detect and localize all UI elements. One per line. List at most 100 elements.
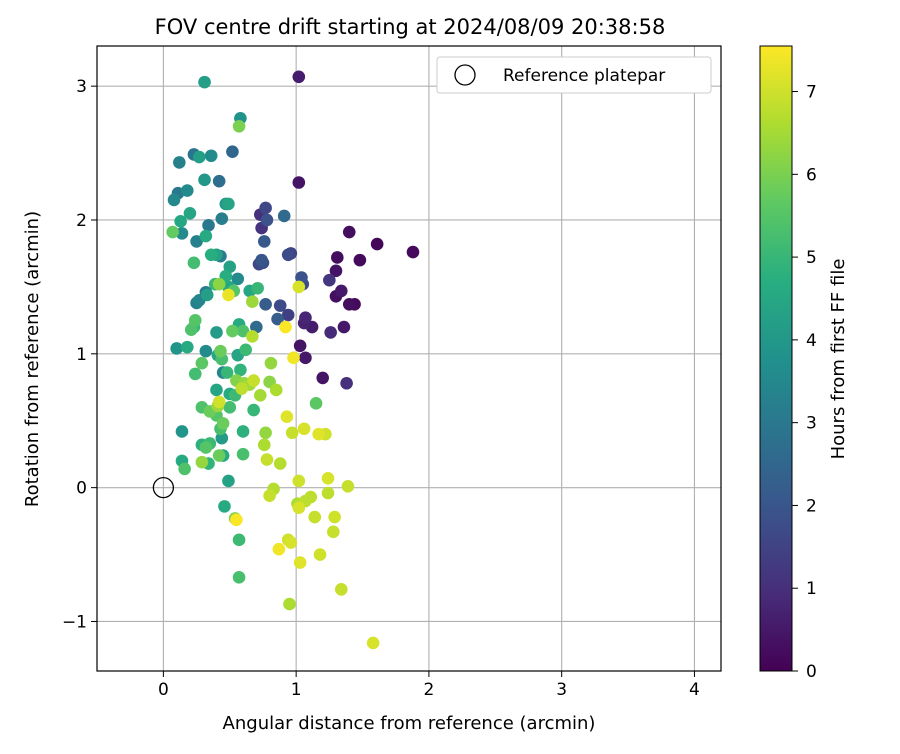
data-point — [279, 320, 292, 334]
data-point — [212, 277, 226, 291]
data-point — [216, 417, 230, 430]
data-point — [195, 455, 209, 469]
data-point — [260, 213, 274, 227]
data-point — [183, 206, 197, 220]
y-axis-ticks: −1 0 1 2 3 — [62, 77, 97, 632]
data-point — [212, 174, 226, 188]
data-point — [174, 215, 187, 228]
data-point — [226, 145, 239, 159]
y-tick-label: 3 — [76, 77, 87, 97]
data-point — [247, 374, 260, 387]
y-tick-label: −1 — [62, 612, 87, 632]
colorbar-tick-label: 0 — [806, 662, 817, 682]
data-point — [246, 330, 259, 343]
x-tick-label: 4 — [689, 680, 700, 700]
legend-label: Reference platepar — [503, 66, 665, 86]
data-point — [187, 256, 201, 270]
data-point — [281, 248, 295, 262]
data-point — [292, 280, 306, 294]
x-tick-label: 3 — [556, 680, 567, 700]
data-point — [370, 237, 384, 251]
data-point — [255, 253, 268, 267]
data-point — [215, 431, 229, 445]
data-point — [234, 363, 247, 377]
data-point — [340, 376, 353, 390]
data-point — [188, 314, 202, 327]
data-point — [236, 447, 250, 461]
data-point — [271, 312, 284, 326]
data-point — [218, 500, 231, 513]
data-point — [232, 571, 246, 584]
data-point — [180, 340, 194, 354]
x-tick-label: 1 — [291, 680, 302, 700]
data-point — [236, 324, 250, 338]
data-point — [281, 308, 295, 322]
data-point — [299, 311, 312, 324]
y-axis-label: Rotation from reference (arcmin) — [22, 211, 43, 507]
data-point — [272, 542, 286, 556]
data-point — [312, 427, 326, 441]
colorbar-tick-label: 1 — [806, 579, 817, 599]
y-tick-label: 2 — [76, 211, 87, 231]
data-point — [334, 284, 348, 298]
data-point — [309, 397, 323, 410]
data-point — [222, 288, 235, 302]
data-point — [308, 510, 322, 524]
data-point — [167, 193, 181, 207]
data-point — [251, 281, 264, 295]
data-point — [210, 383, 223, 397]
data-point — [313, 548, 327, 561]
data-point — [260, 453, 274, 466]
data-point — [329, 264, 343, 278]
data-point — [220, 366, 234, 379]
data-point — [230, 513, 243, 527]
data-point — [406, 245, 420, 259]
data-point — [199, 229, 213, 243]
data-points — [166, 70, 420, 650]
grid-lines — [97, 46, 721, 671]
data-point — [293, 556, 307, 569]
data-point — [212, 395, 226, 409]
colorbar-tick-label: 7 — [806, 83, 817, 103]
data-point — [257, 235, 271, 248]
data-point — [292, 70, 306, 84]
data-point — [269, 383, 283, 397]
data-point — [293, 339, 307, 353]
colorbar-gradient — [759, 45, 793, 672]
data-point — [263, 489, 276, 502]
plot-area-frame — [96, 45, 722, 672]
data-point — [195, 356, 209, 370]
data-point — [328, 510, 341, 524]
data-point — [204, 248, 218, 262]
data-point — [273, 299, 287, 312]
data-point — [341, 480, 355, 493]
data-point — [199, 344, 213, 358]
data-point — [247, 403, 260, 417]
data-point — [202, 219, 215, 232]
data-point — [231, 272, 245, 286]
data-point — [366, 636, 380, 650]
x-axis-ticks: 0 1 2 3 4 — [158, 671, 700, 700]
data-point — [259, 201, 272, 215]
data-point — [264, 356, 278, 370]
data-point — [232, 533, 246, 547]
data-point — [215, 212, 229, 225]
data-point — [327, 525, 340, 539]
colorbar-label: Hours from first FF file — [828, 259, 849, 460]
reference-marker-group — [152, 476, 175, 499]
data-point — [273, 457, 287, 470]
data-point — [232, 119, 246, 133]
data-point — [285, 426, 299, 440]
colorbar: 0 1 2 3 4 5 6 7 Hours from first FF file — [759, 45, 849, 682]
data-point — [222, 474, 235, 488]
x-axis-label: Angular distance from reference (arcmin) — [223, 713, 596, 734]
data-point — [287, 351, 300, 365]
data-point — [259, 297, 272, 311]
data-point — [321, 471, 335, 485]
data-point — [257, 438, 271, 452]
y-tick-label: 1 — [76, 345, 87, 365]
data-point — [292, 474, 306, 488]
data-point — [280, 410, 294, 424]
